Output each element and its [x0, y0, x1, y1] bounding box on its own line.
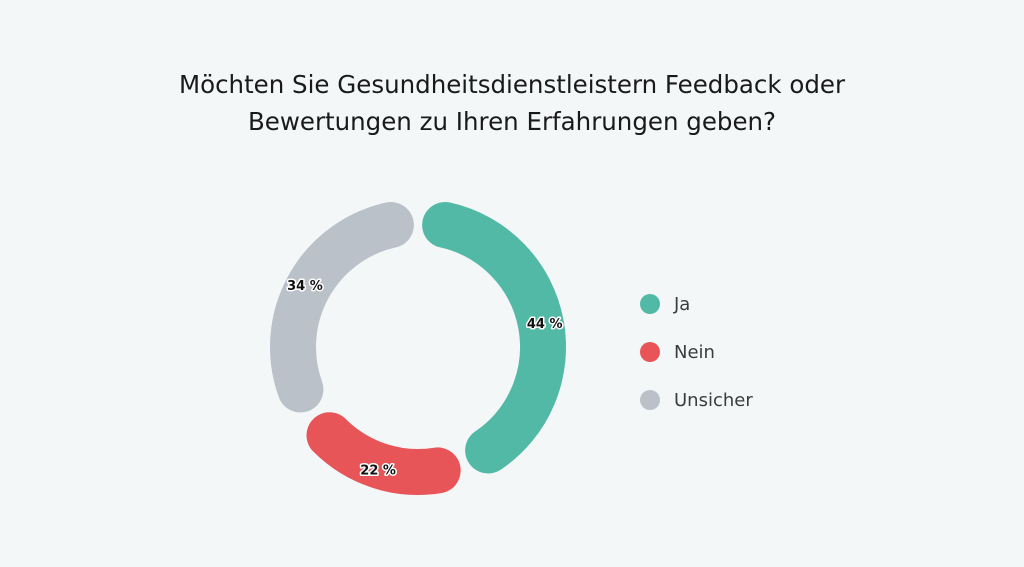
legend-swatch-nein	[640, 342, 660, 362]
donut-slice-nein[interactable]	[306, 412, 461, 495]
legend-label-nein: Nein	[674, 341, 715, 363]
slice-label-nein: 22 %	[360, 464, 396, 479]
legend-swatch-ja	[640, 294, 660, 314]
slice-label-ja: 44 %	[527, 317, 563, 332]
chart-title: Möchten Sie Gesundheitsdienstleistern Fe…	[0, 66, 1024, 140]
legend-swatch-unsicher	[640, 390, 660, 410]
slice-label-unsicher: 34 %	[287, 279, 323, 294]
chart-title-line-1: Möchten Sie Gesundheitsdienstleistern Fe…	[178, 70, 846, 99]
donut-slice-unsicher[interactable]	[270, 201, 414, 413]
legend-label-unsicher: Unsicher	[674, 389, 753, 411]
legend-item-nein[interactable]: Nein	[640, 328, 753, 376]
legend-item-unsicher[interactable]: Unsicher	[640, 376, 753, 424]
chart-title-line-2: Bewertungen zu Ihren Erfahrungen geben?	[247, 107, 777, 136]
legend-item-ja[interactable]: Ja	[640, 280, 753, 328]
legend: Ja Nein Unsicher	[640, 280, 753, 424]
legend-label-ja: Ja	[674, 293, 691, 315]
donut-slice-ja[interactable]	[422, 201, 566, 474]
